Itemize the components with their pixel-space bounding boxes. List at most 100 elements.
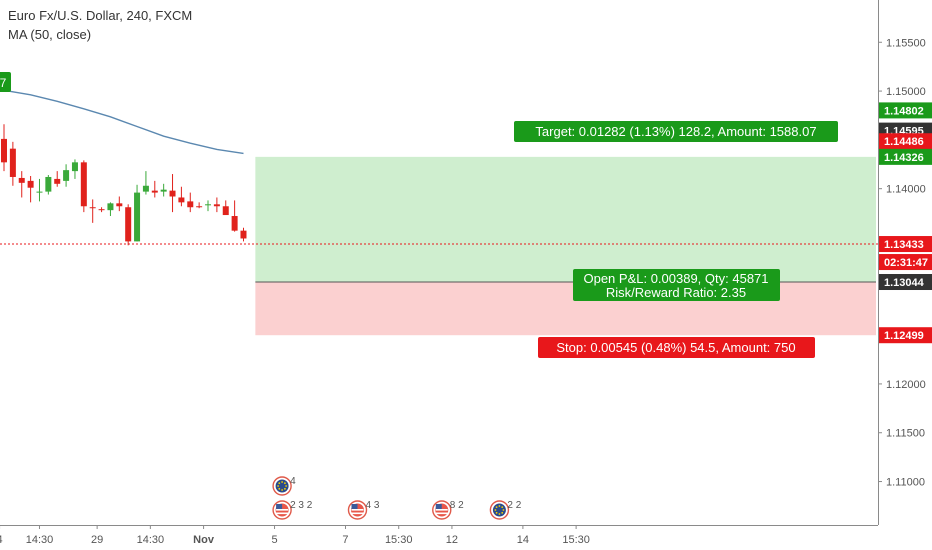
economic-events: 4 2 3 2 4 3 8 2 2 2 [272, 476, 522, 520]
candle[interactable] [142, 171, 149, 195]
candle-body [89, 207, 96, 209]
candle[interactable] [54, 171, 61, 187]
candle-body [9, 148, 16, 177]
us-flag-event-icon[interactable]: 8 2 [432, 500, 464, 520]
target-zone[interactable] [255, 156, 877, 283]
candle[interactable] [98, 207, 105, 213]
candle[interactable] [205, 200, 212, 212]
y-tick-label: 1.14000 [886, 184, 926, 196]
price-label-text: 1.13044 [884, 277, 925, 289]
x-axis[interactable]: 4 14:30 29 14:30 Nov 5 7 15:30 12 14 15:30 [0, 525, 590, 546]
x-tick-label: 14 [517, 534, 529, 546]
candle-body [27, 180, 34, 188]
countdown-text: 02:31:47 [884, 257, 928, 269]
stop-zone[interactable] [255, 282, 877, 336]
candle[interactable] [45, 175, 52, 195]
event-count: 4 3 [365, 500, 379, 511]
candle[interactable] [80, 160, 87, 213]
candle-body [205, 204, 212, 206]
candle-body [45, 176, 52, 192]
eu-flag-event-icon[interactable]: 2 2 [489, 500, 522, 520]
us-flag-canton [276, 504, 283, 509]
price-label-bg [879, 102, 932, 119]
candle[interactable] [196, 202, 203, 209]
eu-flag-star [498, 513, 501, 515]
price-label-text: 1.13433 [884, 239, 924, 251]
candle-body [160, 189, 167, 192]
us-flag-canton [351, 504, 358, 509]
candle-body [107, 203, 114, 211]
price-label-bg [879, 148, 932, 165]
candle[interactable] [36, 178, 43, 202]
candle[interactable] [125, 204, 132, 246]
y-tick-label: 1.15500 [886, 37, 926, 49]
candle[interactable] [89, 199, 96, 223]
us-flag-stripe [351, 509, 364, 511]
candle[interactable] [107, 202, 114, 217]
candle[interactable] [240, 227, 247, 242]
candle-body [71, 162, 78, 172]
x-tick-label: 15:30 [562, 534, 590, 546]
eu-flag-event-icon[interactable]: 4 [272, 476, 296, 496]
price-label-text: 1.14326 [884, 152, 924, 164]
candle[interactable] [213, 197, 220, 213]
candle[interactable] [71, 159, 78, 179]
us-flag-canton [435, 504, 442, 509]
candle[interactable] [231, 200, 238, 232]
candle[interactable] [187, 192, 194, 213]
us-flag-event-icon[interactable]: 4 3 [347, 500, 380, 520]
price-label-bg [879, 236, 932, 253]
x-tick-label: 4 [0, 534, 3, 546]
candle[interactable] [160, 183, 167, 197]
candle[interactable] [1, 124, 7, 172]
us-flag-event-icon[interactable]: 2 3 2 [272, 500, 313, 520]
candle[interactable] [151, 180, 158, 198]
candle-body [151, 190, 158, 193]
ratio-label-text: Risk/Reward Ratio: 2.35 [606, 285, 746, 300]
event-count: 4 [290, 476, 296, 487]
candle[interactable] [178, 186, 185, 207]
candle-body [1, 138, 7, 163]
countdown-label: 02:31:47 [879, 254, 932, 271]
stop-label[interactable]: Stop: 0.00545 (0.48%) 54.5, Amount: 750 [538, 337, 815, 358]
candle-body [169, 190, 176, 197]
candle[interactable] [27, 175, 34, 203]
eu-flag-star [494, 509, 497, 511]
eu-flag-star [498, 505, 501, 507]
candles [1, 124, 247, 246]
pnl-label[interactable]: Open P&L: 0.00389, Qty: 45871Risk/Reward… [573, 269, 780, 301]
stop-label-bg [538, 337, 815, 358]
y-tick-label: 1.15000 [886, 86, 926, 98]
candle-body [187, 201, 194, 208]
event-count: 8 2 [450, 500, 464, 511]
countdown-bg [879, 254, 932, 271]
candle[interactable] [116, 196, 123, 212]
candle-body [178, 197, 185, 203]
x-tick-label: 12 [446, 534, 458, 546]
candle[interactable] [63, 164, 70, 187]
target-label[interactable]: Target: 0.01282 (1.13%) 128.2, Amount: 1… [514, 121, 838, 142]
price-label-text: 1.12499 [884, 330, 924, 342]
x-tick-label: 14:30 [26, 534, 54, 546]
candle-body [231, 216, 238, 231]
eu-flag-star [502, 509, 505, 511]
candle-body [18, 177, 25, 183]
candle[interactable] [222, 200, 229, 216]
x-tick-label: 5 [271, 534, 277, 546]
candle-body [80, 162, 87, 207]
candle-body [98, 209, 105, 211]
y-tick-label: 1.11500 [886, 428, 925, 440]
x-tick-label: 15:30 [385, 534, 413, 546]
candle[interactable] [9, 141, 16, 186]
candle-body [213, 204, 220, 207]
eu-flag-star [278, 487, 281, 490]
x-tick-label: 7 [342, 534, 348, 546]
candle[interactable] [18, 171, 25, 198]
x-tick-label: 29 [91, 534, 103, 546]
candle[interactable] [134, 184, 141, 242]
candle[interactable] [169, 174, 176, 213]
ma-line [3, 89, 244, 155]
event-count: 2 3 2 [290, 500, 313, 511]
price-label-bg [879, 327, 932, 344]
